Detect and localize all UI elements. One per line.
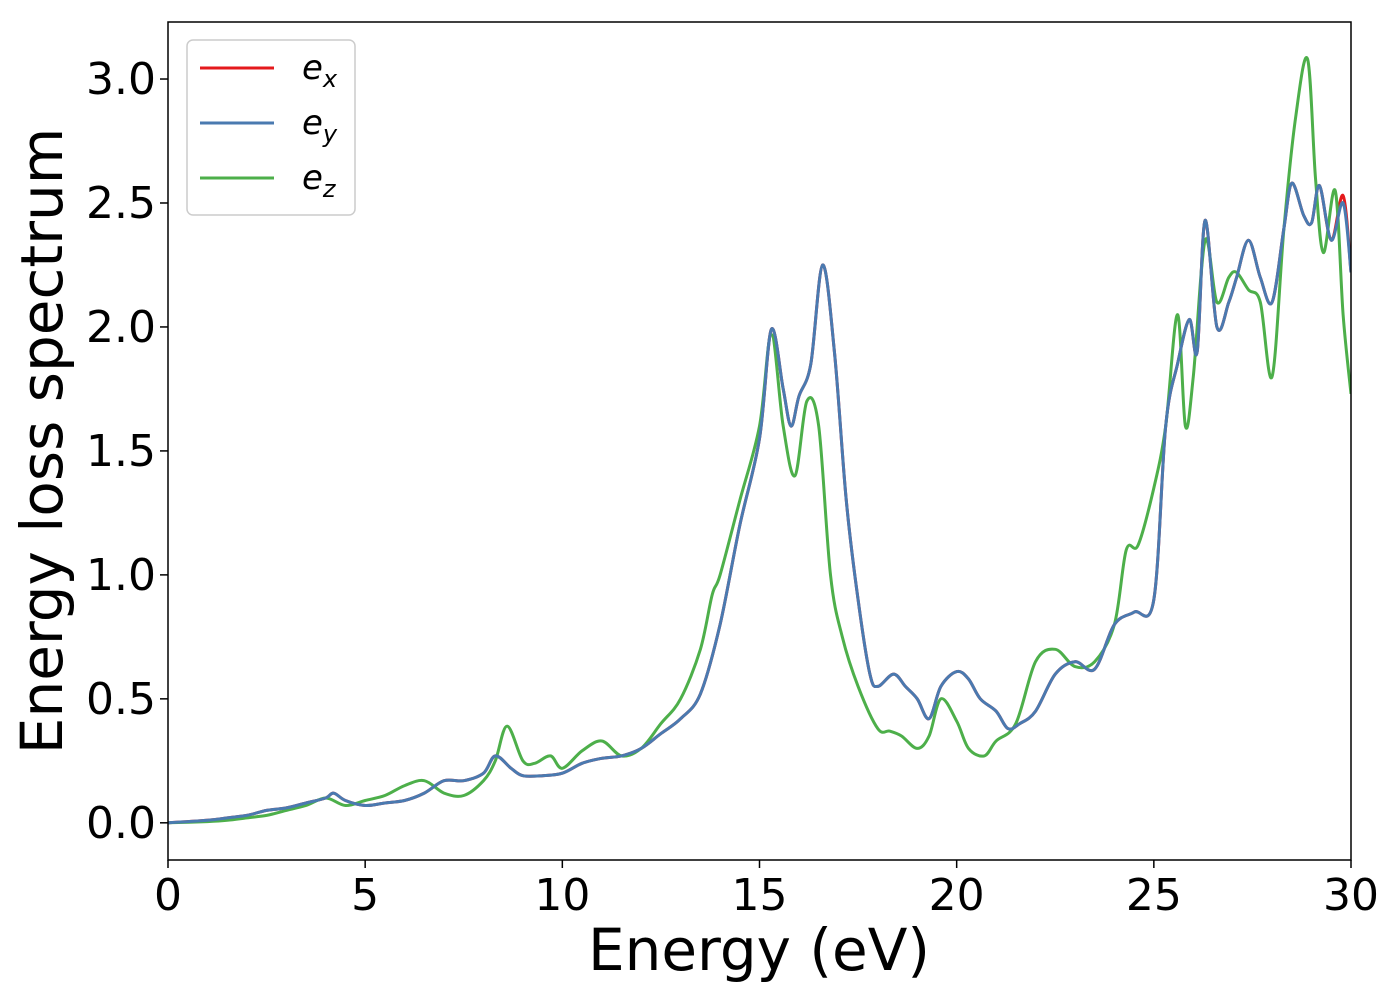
x-tick-label: 0 [154, 870, 182, 921]
series-line-ey [168, 181, 1351, 825]
y-tick-label: 2.0 [86, 302, 156, 353]
legend-label-base: e [302, 158, 323, 198]
legend-label-subscript: y [322, 120, 338, 148]
x-tick-label: 20 [929, 870, 985, 921]
y-tick-label: 2.5 [86, 178, 156, 229]
x-tick-label: 30 [1323, 870, 1379, 921]
series-layer [168, 56, 1351, 825]
legend-label-subscript: z [322, 175, 337, 203]
x-tick-label: 5 [351, 870, 379, 921]
x-axis: 0 5 10 15 20 25 30 [154, 860, 1379, 921]
legend-label-ex: ex [302, 48, 338, 93]
y-tick-label: 1.5 [86, 426, 156, 477]
legend-label-subscript: x [322, 65, 338, 93]
legend-label-ez: ez [302, 158, 337, 203]
legend-label-ey: ey [302, 103, 338, 148]
legend-label-base: e [302, 103, 323, 143]
legend-box [186, 39, 356, 216]
y-tick-label: 3.0 [86, 54, 156, 105]
x-axis-title: Energy (eV) [588, 916, 930, 984]
y-tick-label: 0.0 [86, 798, 156, 849]
y-tick-label: 1.0 [86, 550, 156, 601]
y-tick-label: 0.5 [86, 674, 156, 725]
x-tick-label: 25 [1126, 870, 1182, 921]
x-tick-label: 10 [534, 870, 590, 921]
y-axis: 0.0 0.5 1.0 1.5 2.0 2.5 3.0 [86, 54, 168, 849]
x-tick-label: 15 [732, 870, 788, 921]
legend-label-base: e [302, 48, 323, 88]
series-line-ez [168, 56, 1351, 825]
y-axis-title: Energy loss spectrum [8, 128, 76, 754]
